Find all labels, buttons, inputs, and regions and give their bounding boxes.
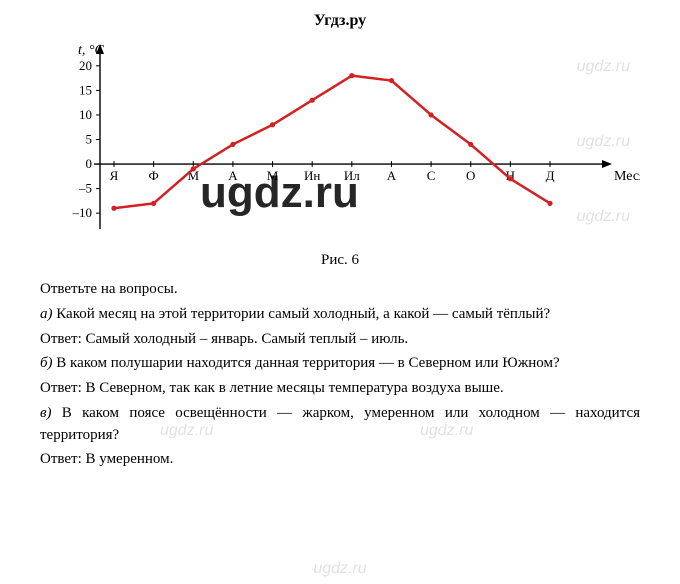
letter-c: в) (40, 405, 52, 421)
svg-text:–10: –10 (72, 205, 93, 220)
q-a-text: Какой месяц на этой территории самый хол… (53, 306, 551, 322)
svg-text:А: А (387, 168, 397, 183)
intro-text: Ответьте на вопросы. (40, 279, 640, 301)
svg-text:Месяц: Месяц (614, 169, 640, 184)
svg-text:А: А (228, 168, 238, 183)
svg-text:Д: Д (546, 168, 555, 183)
answer-b: Ответ: В Северном, так как в летние меся… (40, 378, 640, 400)
figure-caption: Рис. 6 (40, 252, 640, 269)
svg-text:О: О (466, 168, 475, 183)
temperature-chart: –10–551015200t, °CМесяцЯФМАМИнИлАСОНД ug… (40, 38, 640, 248)
svg-text:15: 15 (79, 82, 92, 97)
svg-text:М: М (267, 168, 279, 183)
letter-b: б) (40, 355, 53, 371)
site-header: Угдз.ру (40, 12, 640, 30)
svg-text:Я: Я (110, 168, 119, 183)
q-c-text: В каком поясе освещённости — жарком, уме… (40, 405, 640, 443)
svg-text:5: 5 (86, 132, 93, 147)
svg-text:0: 0 (86, 156, 93, 171)
answer-c: Ответ: В умеренном. (40, 449, 640, 471)
question-b: б) В каком полушарии находится данная те… (40, 353, 640, 375)
chart-svg: –10–551015200t, °CМесяцЯФМАМИнИлАСОНД (40, 38, 640, 248)
svg-text:20: 20 (79, 58, 92, 73)
svg-text:10: 10 (79, 107, 92, 122)
svg-text:Ин: Ин (304, 168, 320, 183)
question-a: а) Какой месяц на этой территории самый … (40, 304, 640, 326)
svg-text:С: С (427, 168, 436, 183)
q-b-text: В каком полушарии находится данная терри… (53, 355, 560, 371)
answer-a: Ответ: Самый холодный – январь. Самый те… (40, 329, 640, 351)
footer-watermark: ugdz.ru (0, 560, 680, 578)
svg-text:t, °C: t, °C (78, 43, 104, 58)
question-c: в) В каком поясе освещённости — жарком, … (40, 403, 640, 447)
svg-text:Ф: Ф (148, 168, 158, 183)
svg-text:–5: –5 (78, 181, 92, 196)
letter-a: а) (40, 306, 53, 322)
qa-block: Ответьте на вопросы. а) Какой месяц на э… (40, 279, 640, 471)
svg-text:Ил: Ил (344, 168, 360, 183)
